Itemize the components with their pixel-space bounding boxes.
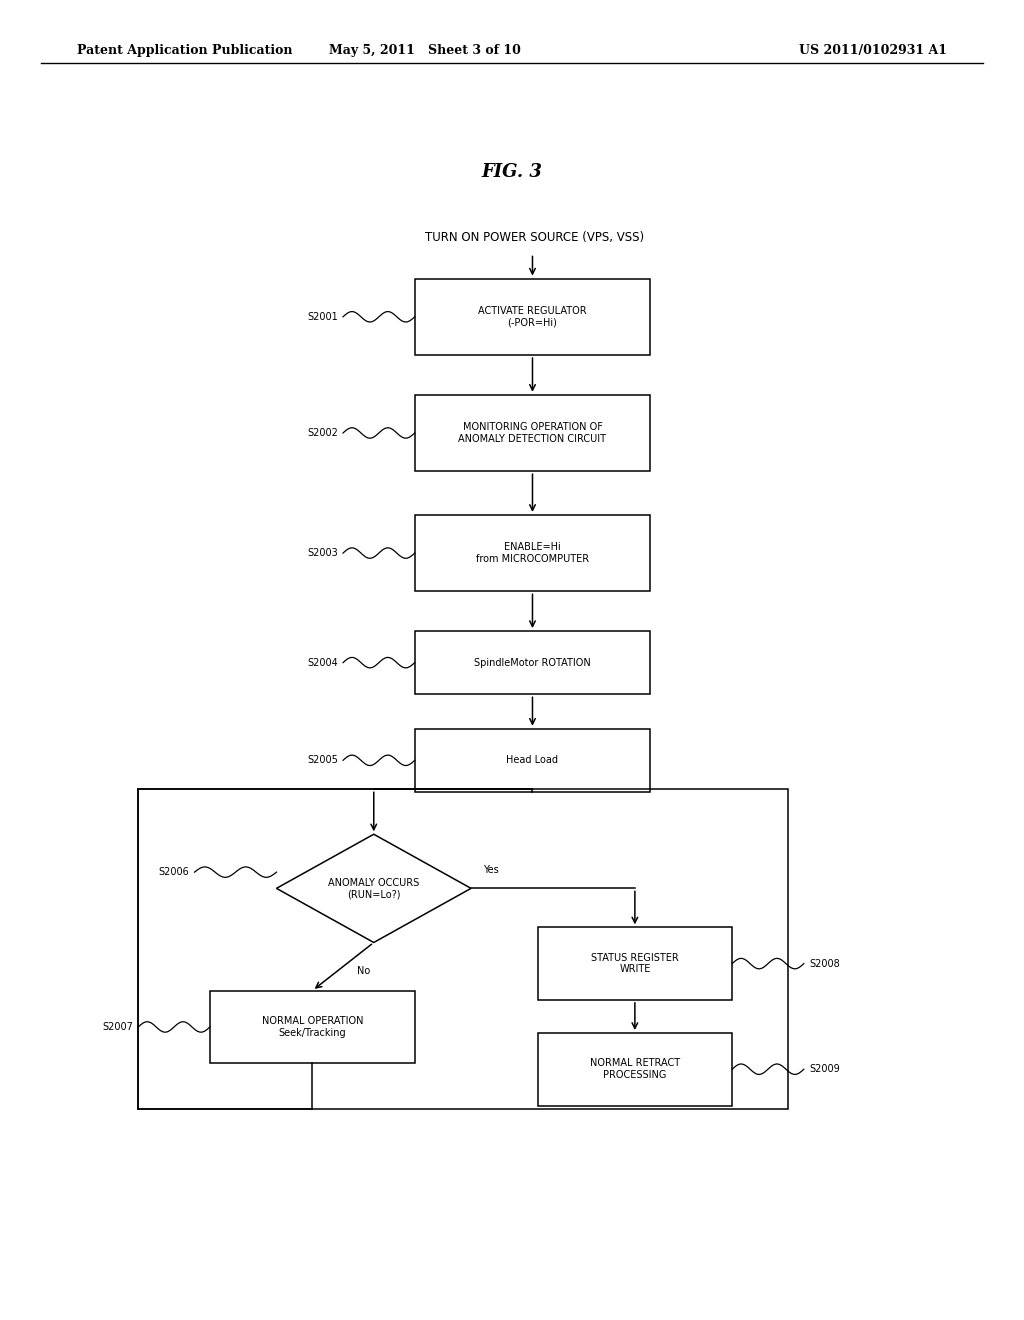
Text: ACTIVATE REGULATOR
(-POR=Hi): ACTIVATE REGULATOR (-POR=Hi) [478, 306, 587, 327]
Text: S2006: S2006 [159, 867, 189, 876]
Bar [415, 395, 650, 471]
Text: S2002: S2002 [307, 428, 338, 438]
Text: Patent Application Publication: Patent Application Publication [77, 44, 292, 57]
Text: S2004: S2004 [307, 657, 338, 668]
Text: Head Load: Head Load [507, 755, 558, 766]
Text: NORMAL RETRACT
PROCESSING: NORMAL RETRACT PROCESSING [590, 1059, 680, 1080]
Text: S2008: S2008 [809, 958, 840, 969]
Text: SpindleMotor ROTATION: SpindleMotor ROTATION [474, 657, 591, 668]
Polygon shape [276, 834, 471, 942]
Bar [415, 729, 650, 792]
Bar [415, 279, 650, 355]
Text: S2005: S2005 [307, 755, 338, 766]
Bar [538, 1032, 732, 1106]
Text: STATUS REGISTER
WRITE: STATUS REGISTER WRITE [591, 953, 679, 974]
Text: ENABLE=Hi
from MICROCOMPUTER: ENABLE=Hi from MICROCOMPUTER [476, 543, 589, 564]
Text: Yes: Yes [483, 865, 499, 875]
Text: No: No [357, 966, 370, 977]
Text: FIG. 3: FIG. 3 [481, 162, 543, 181]
Text: US 2011/0102931 A1: US 2011/0102931 A1 [799, 44, 947, 57]
Bar [415, 631, 650, 694]
Text: S2009: S2009 [809, 1064, 840, 1074]
Text: NORMAL OPERATION
Seek/Tracking: NORMAL OPERATION Seek/Tracking [261, 1016, 364, 1038]
Text: S2007: S2007 [102, 1022, 133, 1032]
Text: S2003: S2003 [307, 548, 338, 558]
Text: May 5, 2011   Sheet 3 of 10: May 5, 2011 Sheet 3 of 10 [329, 44, 521, 57]
Bar [138, 789, 788, 1109]
Text: MONITORING OPERATION OF
ANOMALY DETECTION CIRCUIT: MONITORING OPERATION OF ANOMALY DETECTIO… [459, 422, 606, 444]
Bar [538, 927, 732, 1001]
Text: S2001: S2001 [307, 312, 338, 322]
Bar [210, 990, 415, 1064]
Text: TURN ON POWER SOURCE (VPS, VSS): TURN ON POWER SOURCE (VPS, VSS) [425, 231, 644, 244]
Text: ANOMALY OCCURS
(RUN=Lo?): ANOMALY OCCURS (RUN=Lo?) [328, 878, 420, 899]
Bar [415, 515, 650, 591]
